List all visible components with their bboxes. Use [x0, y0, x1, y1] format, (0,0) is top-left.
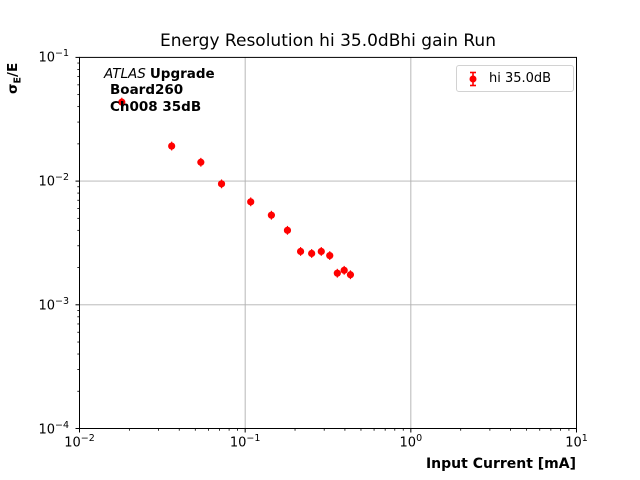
chart-title: Energy Resolution hi 35.0dBhi gain Run — [160, 31, 496, 51]
annotation-atlas: ATLAS — [104, 66, 146, 82]
data-point — [217, 180, 226, 188]
legend-entry-label: hi 35.0dB — [489, 71, 552, 86]
y-axis-label-rest: /E — [5, 62, 21, 77]
data-point — [326, 251, 334, 260]
y-tick-label: 10−1 — [38, 48, 69, 66]
legend-errorbar-marker-icon — [469, 71, 477, 86]
data-point — [296, 247, 305, 256]
axes-spines — [79, 56, 577, 430]
data-point — [340, 266, 348, 274]
annotation-line-2: Board260 — [110, 82, 184, 99]
x-axis-label: Input Current [mA] — [425, 456, 576, 472]
annotation-line-3: Ch008 35dB — [110, 98, 202, 115]
y-axis-label: σE/E — [5, 63, 24, 94]
data-point — [247, 198, 255, 206]
x-tick-label: 101 — [565, 433, 588, 451]
data-point — [267, 211, 276, 219]
data-point — [308, 249, 316, 258]
y-axis-label-subscript: E — [12, 76, 24, 84]
y-tick-label: 10−3 — [38, 295, 69, 314]
y-tick-label: 10−4 — [38, 419, 69, 437]
plot-annotation: ATLAS Upgrade Board260 Ch008 35dB — [104, 66, 215, 115]
data-point — [118, 98, 126, 106]
y-tick-label: 10−2 — [38, 172, 69, 190]
x-tick-label: 100 — [399, 433, 423, 451]
annotation-line-1: ATLAS Upgrade — [104, 66, 215, 82]
data-point — [346, 271, 355, 279]
data-point — [197, 158, 205, 166]
y-axis-label-sigma: σ — [5, 83, 21, 94]
x-tick-label: 10−1 — [229, 433, 261, 451]
data-point — [317, 247, 325, 256]
data-point — [283, 226, 292, 234]
annotation-upgrade: Upgrade — [149, 66, 215, 82]
data-point — [333, 269, 341, 277]
x-tick-label: 10−2 — [64, 433, 95, 451]
data-point — [168, 142, 176, 150]
legend-box: hi 35.0dB — [456, 65, 574, 92]
